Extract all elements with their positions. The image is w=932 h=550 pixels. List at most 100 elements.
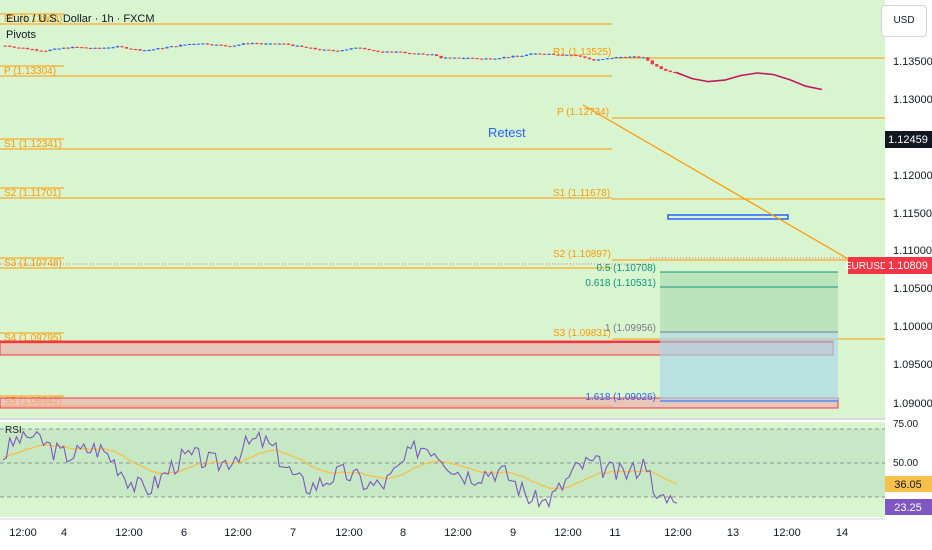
- time-axis-label: 12:00: [224, 527, 252, 539]
- pivot-label-left: S4 (1.09795): [4, 333, 62, 344]
- retest-box[interactable]: [667, 214, 789, 220]
- candle: [385, 51, 389, 53]
- time-axis-label: 12:00: [444, 527, 472, 539]
- price-scale-label: 1.13500: [893, 56, 932, 68]
- candle: [327, 49, 331, 51]
- candle: [529, 53, 533, 55]
- rsi-tag: [885, 499, 932, 515]
- candle: [542, 53, 547, 55]
- candle: [277, 43, 281, 45]
- rsi-line: [2, 430, 678, 509]
- fib-level-label: 0.618 (1.10531): [585, 278, 656, 289]
- pivot-label-left: S2 (1.11701): [4, 188, 61, 199]
- candle: [520, 55, 524, 57]
- candle: [133, 49, 138, 51]
- candle: [408, 53, 412, 55]
- candle: [506, 57, 511, 59]
- candle: [533, 53, 538, 55]
- time-axis-label: 9: [510, 527, 516, 539]
- time-axis-label: 13: [727, 527, 739, 539]
- candle: [376, 50, 380, 52]
- symbol-tag[interactable]: [848, 257, 885, 274]
- candle: [187, 44, 192, 46]
- candle: [331, 50, 335, 52]
- time-axis-label: 12:00: [664, 527, 692, 539]
- candle: [605, 58, 609, 60]
- candle: [403, 52, 407, 54]
- candle: [596, 59, 601, 61]
- candle: [97, 47, 102, 49]
- candle: [178, 44, 183, 47]
- candle: [151, 49, 156, 51]
- candle: [470, 57, 475, 59]
- candle: [425, 54, 430, 56]
- candle: [664, 68, 668, 71]
- candle: [26, 47, 30, 50]
- candle: [30, 49, 34, 51]
- rsi-level-label: 50.00: [893, 458, 918, 469]
- candle: [565, 54, 569, 56]
- candle: [165, 47, 169, 49]
- candle: [138, 49, 142, 51]
- price-scale-label: 1.13000: [893, 94, 932, 106]
- candle: [655, 64, 659, 67]
- candle: [461, 58, 466, 60]
- candle: [17, 47, 21, 49]
- candle: [115, 46, 120, 48]
- candle: [322, 49, 326, 51]
- candle: [560, 54, 565, 56]
- trendline[interactable]: [582, 104, 851, 261]
- time-axis-label: 12:00: [554, 527, 582, 539]
- candle: [394, 51, 398, 53]
- candle: [48, 49, 52, 52]
- fib-zone-upper: [660, 272, 838, 332]
- candle: [237, 44, 241, 46]
- candle: [291, 44, 295, 46]
- candle: [488, 58, 493, 60]
- candle: [295, 45, 299, 47]
- candle: [578, 55, 583, 57]
- candle: [300, 45, 304, 47]
- currency-button[interactable]: USD: [881, 5, 927, 37]
- pivot-label-right: R1 (1.13525): [553, 47, 611, 58]
- time-axis-label: 12:00: [773, 527, 801, 539]
- candle: [205, 43, 210, 45]
- candle: [250, 43, 255, 45]
- candle: [484, 58, 488, 60]
- rsi-ma-line: [2, 444, 678, 490]
- candle: [214, 44, 219, 46]
- price-scale-label: 1.11500: [893, 208, 932, 220]
- time-axis-label: 11: [609, 527, 620, 539]
- pivot-label-right: P (1.12734): [557, 107, 609, 118]
- candle: [12, 46, 16, 48]
- candle: [8, 45, 12, 47]
- candle: [358, 47, 362, 49]
- indicator-label[interactable]: Pivots: [6, 29, 36, 41]
- candle: [610, 58, 614, 60]
- candle: [232, 45, 237, 47]
- candle: [421, 53, 425, 55]
- candle: [120, 46, 124, 48]
- fib-level-label: 1.618 (1.09026): [585, 392, 656, 403]
- candle: [174, 46, 178, 48]
- candle: [196, 43, 201, 45]
- candle: [246, 43, 250, 45]
- candle: [286, 43, 290, 45]
- candle: [614, 57, 618, 59]
- supply-zone-s5[interactable]: [0, 397, 839, 409]
- candle: [601, 59, 605, 61]
- candle: [556, 54, 560, 56]
- price-scale-label: 1.09000: [893, 398, 932, 410]
- pivot-label-left: R1 (1.13904): [4, 14, 62, 25]
- current-price-value: 1.12459: [888, 134, 928, 146]
- candle: [412, 53, 416, 55]
- time-axis-label: 8: [400, 527, 406, 539]
- candle: [75, 46, 79, 48]
- candle: [452, 57, 457, 59]
- fib-level-label: 0.5 (1.10708): [597, 263, 657, 274]
- chart-title: Euro / U.S. Dollar · 1h · FXCM: [6, 13, 155, 25]
- candle: [569, 54, 574, 56]
- fib-level-label: 1 (1.09956): [605, 323, 656, 334]
- forecast-path[interactable]: [675, 71, 823, 91]
